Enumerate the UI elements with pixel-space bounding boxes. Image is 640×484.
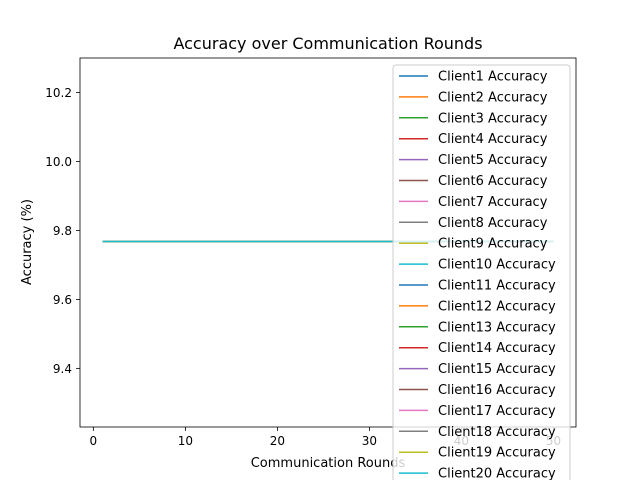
legend-label-client5: Client5 Accuracy (438, 153, 548, 168)
legend-label-client8: Client8 Accuracy (438, 216, 548, 231)
legend-label-client7: Client7 Accuracy (438, 195, 548, 210)
legend-label-client3: Client3 Accuracy (438, 111, 548, 126)
x-tick-label: 20 (270, 434, 285, 448)
y-tick-label: 9.6 (53, 293, 72, 307)
legend-label-client20: Client20 Accuracy (438, 467, 556, 480)
y-tick-label: 9.8 (53, 224, 72, 238)
legend-label-client4: Client4 Accuracy (438, 132, 548, 147)
legend-label-client14: Client14 Accuracy (438, 341, 556, 356)
legend-label-client11: Client11 Accuracy (438, 279, 556, 294)
legend-label-client16: Client16 Accuracy (438, 383, 556, 398)
legend-label-client2: Client2 Accuracy (438, 90, 548, 105)
legend-box (392, 64, 571, 484)
chart-title: Accuracy over Communication Rounds (173, 34, 482, 53)
legend-label-client1: Client1 Accuracy (438, 70, 548, 85)
y-tick-label: 10.0 (45, 155, 72, 169)
x-axis-label: Communication Rounds (251, 456, 406, 471)
x-tick-label: 30 (362, 434, 377, 448)
legend-label-client6: Client6 Accuracy (438, 174, 548, 189)
legend-label-client17: Client17 Accuracy (438, 404, 556, 419)
legend-label-client12: Client12 Accuracy (438, 299, 556, 314)
y-axis-label: Accuracy (%) (20, 199, 35, 285)
legend-label-client9: Client9 Accuracy (438, 237, 548, 252)
axes-frame (79, 57, 577, 428)
legend-label-client18: Client18 Accuracy (438, 425, 556, 440)
legend-label-client13: Client13 Accuracy (438, 320, 556, 335)
legend-label-client15: Client15 Accuracy (438, 362, 556, 377)
x-tick-label: 0 (90, 434, 98, 448)
legend-label-client19: Client19 Accuracy (438, 446, 556, 461)
legend: Client1 Accuracy Client2 Accuracy Client3 … (392, 64, 571, 484)
x-tick-label: 10 (178, 434, 193, 448)
y-tick-label: 9.4 (53, 362, 72, 376)
y-tick-label: 10.2 (45, 86, 72, 100)
legend-label-client10: Client10 Accuracy (438, 258, 556, 273)
